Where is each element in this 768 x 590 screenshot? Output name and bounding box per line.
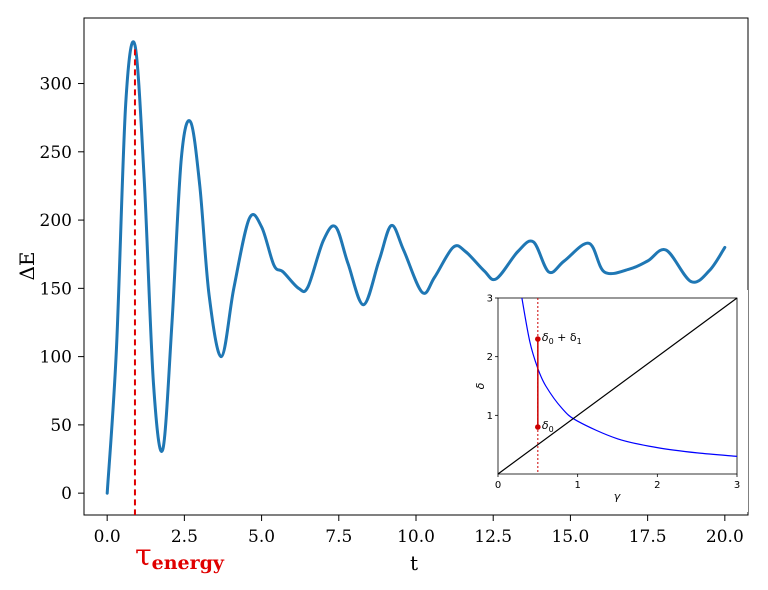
main-x-tick-label: 12.5 [474, 527, 512, 547]
main-y-tick-label: 300 [40, 75, 72, 95]
main-x-tick-label: 17.5 [629, 527, 667, 547]
main-x-ticks: 0.0 2.5 5.0 7.5 10.0 12.5 15.0 17.5 20.0 [94, 515, 744, 547]
main-y-tick-label: 100 [40, 348, 72, 368]
main-y-tick-label: 50 [50, 416, 72, 436]
main-x-axis-label: t [410, 551, 418, 575]
ann0-delta: δ [542, 419, 549, 432]
inset-x-tick-label: 0 [495, 480, 501, 491]
ann1-delta: δ [542, 331, 549, 344]
inset-hyperbola-curve [521, 297, 738, 457]
main-x-tick-label: 5.0 [248, 527, 275, 547]
main-y-tick-label: 250 [40, 143, 72, 163]
main-x-tick-label: 7.5 [325, 527, 352, 547]
tau-energy-label: τenergy [135, 538, 225, 574]
main-y-tick-label: 150 [40, 279, 72, 299]
inset-ticks: 0 1 2 3 1 2 3 [487, 294, 741, 492]
inset-point-delta0 [535, 424, 541, 430]
inset-diagonal-line [497, 297, 738, 475]
inset-y-tick-label: 1 [487, 411, 493, 422]
inset-x-axis-label: γ [614, 490, 621, 503]
main-x-tick-label: 15.0 [551, 527, 589, 547]
main-x-tick-label: 10.0 [397, 527, 435, 547]
main-y-axis-label: ΔE [15, 251, 39, 280]
inset-plot-frame [497, 297, 738, 475]
main-x-tick-label: 0.0 [94, 527, 121, 547]
inset-point-delta0-plus-delta1 [535, 336, 541, 342]
inset-y-tick-label: 2 [487, 352, 493, 363]
tau-subscript: energy [152, 552, 225, 574]
main-y-ticks: 0 50 100 150 200 250 300 [40, 75, 84, 504]
main-x-tick-label: 20.0 [706, 527, 744, 547]
inset-x-tick-label: 2 [654, 480, 660, 491]
inset-annotation-delta0-plus-delta1: δ0 + δ1 [542, 331, 582, 346]
ann1-sub: 0 [549, 337, 554, 346]
inset-y-axis-label: δ [474, 382, 487, 389]
inset-x-tick-label: 3 [734, 480, 740, 491]
inset-x-tick-label: 1 [574, 480, 580, 491]
main-series-line [105, 40, 727, 495]
main-y-tick-label: 200 [40, 211, 72, 231]
inset-annotation-delta0: δ0 [542, 419, 554, 434]
inset-background [480, 290, 748, 512]
main-y-tick-label: 0 [61, 484, 72, 504]
main-x-tick-label: 2.5 [171, 527, 198, 547]
ann1-plus: + δ [554, 331, 577, 344]
tau-symbol: τ [135, 538, 152, 573]
ann0-sub: 0 [549, 425, 554, 434]
inset-y-tick-label: 3 [487, 294, 493, 305]
ann1-sub2: 1 [577, 337, 582, 346]
